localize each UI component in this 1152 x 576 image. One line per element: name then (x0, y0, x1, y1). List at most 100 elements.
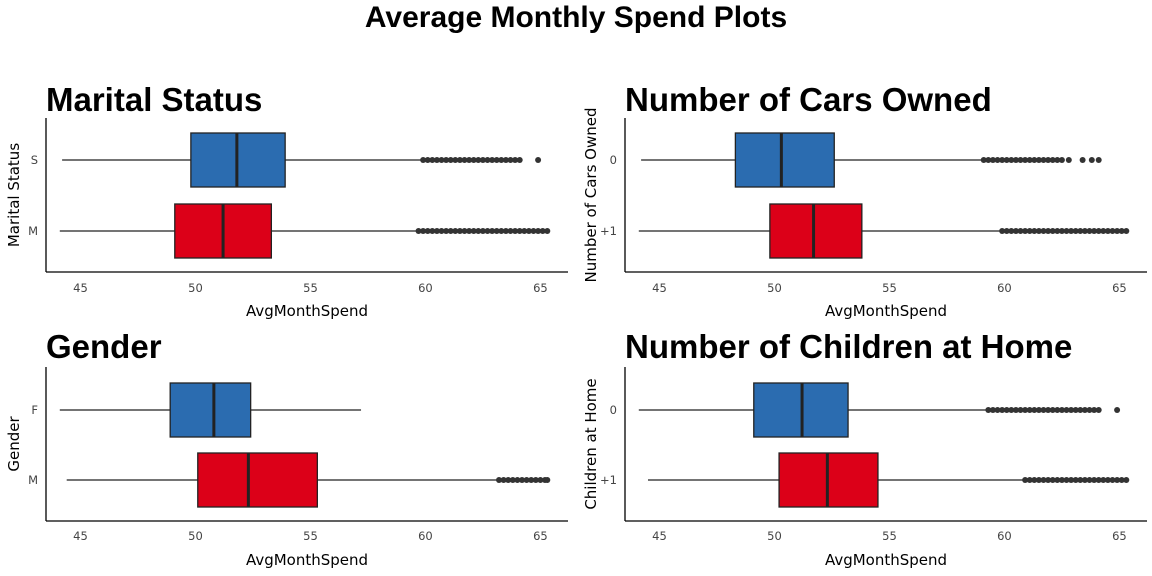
outlier-point (489, 157, 496, 163)
outlier-point (496, 477, 503, 483)
outlier-point (1091, 407, 1098, 413)
y-tick-label: 0 (610, 153, 617, 167)
outlier-point (1068, 477, 1075, 483)
x-tick-label: 55 (303, 529, 318, 543)
outlier-point (1088, 157, 1095, 163)
outlier-point (1026, 477, 1033, 483)
outlier-point (1068, 228, 1075, 234)
outlier-point (505, 477, 512, 483)
outlier-point (1114, 228, 1121, 234)
outlier-point (999, 407, 1006, 413)
box-group-+1: +1 (600, 452, 1130, 508)
x-tick-label: 50 (767, 529, 782, 543)
x-tick-label: 55 (882, 281, 897, 295)
x-tick-label: 60 (418, 281, 433, 295)
outlier-point (1054, 157, 1061, 163)
outlier-point (1022, 228, 1029, 234)
outlier-point (1026, 157, 1033, 163)
outlier-point (484, 157, 491, 163)
outlier-point (1100, 477, 1107, 483)
outlier-point (1065, 157, 1072, 163)
outlier-point (429, 228, 436, 234)
outlier-point (525, 228, 532, 234)
outlier-point (989, 157, 996, 163)
outlier-point (1031, 157, 1038, 163)
outlier-point (1109, 228, 1116, 234)
outlier-point (502, 157, 509, 163)
outlier-point (1079, 157, 1086, 163)
outlier-point (1035, 228, 1042, 234)
outlier-point (1072, 477, 1079, 483)
outlier-point (516, 228, 523, 234)
outlier-point (537, 477, 544, 483)
outlier-point (1095, 157, 1102, 163)
y-axis-title: Number of Cars Owned (582, 108, 600, 283)
outlier-point (1040, 477, 1047, 483)
x-axis-title: AvgMonthSpend (825, 551, 947, 569)
y-tick-label: F (31, 403, 38, 417)
outlier-point (1063, 228, 1070, 234)
outlier-point (470, 228, 477, 234)
outlier-point (523, 477, 530, 483)
outlier-point (466, 228, 473, 234)
outlier-point (1040, 407, 1047, 413)
outlier-point (1109, 477, 1116, 483)
outlier-point (1118, 477, 1125, 483)
outlier-point (1049, 228, 1056, 234)
outlier-point (1054, 407, 1061, 413)
outlier-point (1077, 228, 1084, 234)
y-tick-label: 0 (610, 403, 617, 417)
outlier-point (438, 157, 445, 163)
outlier-point (1058, 157, 1065, 163)
outlier-point (512, 228, 519, 234)
outlier-point (994, 407, 1001, 413)
outlier-point (1072, 407, 1079, 413)
outlier-point (1035, 477, 1042, 483)
outlier-point (1114, 477, 1121, 483)
outlier-point (1058, 407, 1065, 413)
y-tick-label: +1 (600, 473, 617, 487)
outlier-point (420, 157, 427, 163)
x-tick-label: 65 (533, 281, 548, 295)
outlier-point (1045, 157, 1052, 163)
x-tick-label: 60 (418, 529, 433, 543)
outlier-point (1091, 477, 1098, 483)
outlier-point (461, 157, 468, 163)
outlier-point (470, 157, 477, 163)
outlier-point (452, 157, 459, 163)
outlier-point (443, 228, 450, 234)
outlier-point (1035, 407, 1042, 413)
outlier-point (1022, 407, 1029, 413)
outlier-point (1100, 228, 1107, 234)
outlier-point (994, 157, 1001, 163)
y-axis-title: Children at Home (582, 378, 600, 509)
outlier-point (521, 228, 528, 234)
outlier-point (443, 157, 450, 163)
y-axis-title: Marital Status (5, 143, 23, 247)
outlier-point (535, 157, 542, 163)
outlier-point (438, 228, 445, 234)
outlier-point (535, 228, 542, 234)
outlier-point (1003, 228, 1010, 234)
outlier-point (493, 228, 500, 234)
outlier-point (433, 228, 440, 234)
outlier-point (447, 157, 454, 163)
main-title: Average Monthly Spend Plots (364, 1, 788, 34)
outlier-point (1091, 228, 1098, 234)
x-tick-label: 45 (652, 281, 667, 295)
outlier-point (484, 228, 491, 234)
outlier-point (424, 228, 431, 234)
outlier-point (456, 157, 463, 163)
outlier-point (1081, 228, 1088, 234)
box-group-0: 0 (610, 382, 1121, 438)
outlier-point (985, 157, 992, 163)
outlier-point (1063, 407, 1070, 413)
outlier-point (532, 477, 539, 483)
outlier-point (456, 228, 463, 234)
outlier-point (1095, 477, 1102, 483)
box (169, 382, 252, 438)
outlier-point (475, 157, 482, 163)
x-tick-label: 50 (188, 281, 203, 295)
